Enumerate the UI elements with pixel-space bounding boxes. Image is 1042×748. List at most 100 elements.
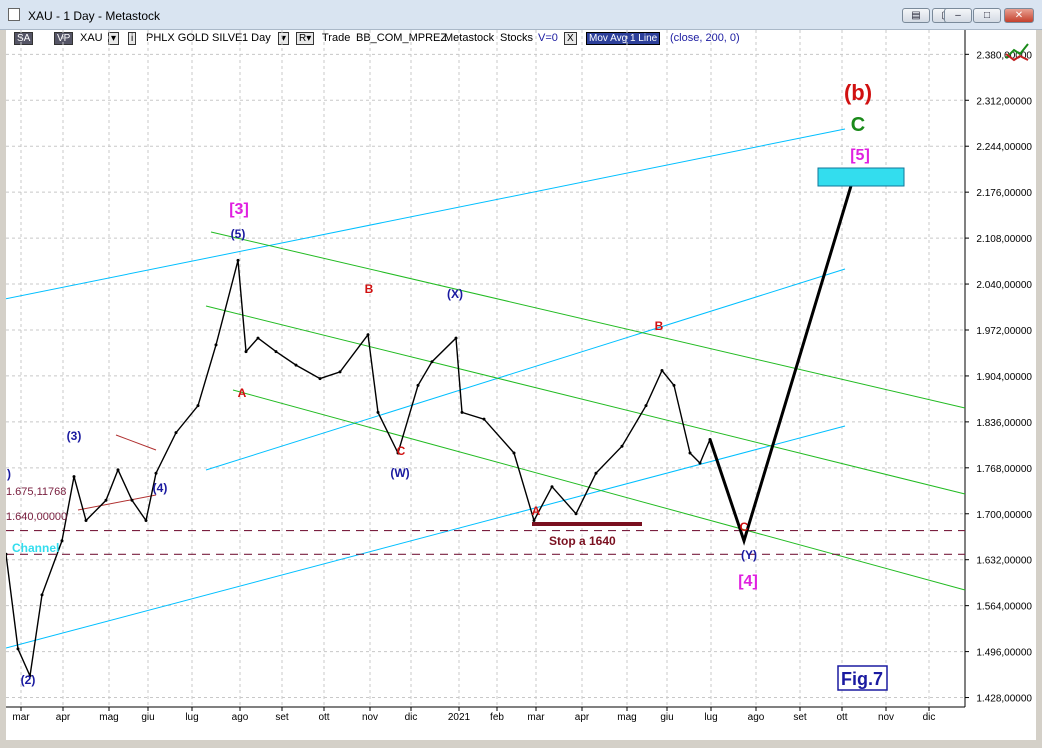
wave-label: B — [655, 319, 664, 333]
info-icon[interactable]: i — [128, 32, 137, 45]
y-tick-label: 2.380,00000 — [976, 50, 1032, 61]
x-tick-label: ago — [232, 712, 249, 723]
stop-label: Stop a 1640 — [549, 534, 616, 548]
x-tick-label: apr — [56, 712, 71, 723]
price-point — [460, 410, 464, 414]
price-chart: (b) C [5] [3] (5) (X) (W) (Y) [4] (3) (2) (4)) A B C A B… — [6, 30, 1036, 740]
green-channel-line — [232, 389, 966, 591]
price-point — [688, 451, 692, 455]
indicator-params: (close, 200, 0) — [670, 32, 740, 44]
price-point — [454, 336, 458, 340]
price-level-lines — [6, 434, 965, 555]
price-point — [482, 417, 486, 421]
wave-label: A — [532, 504, 541, 518]
price-point — [196, 404, 200, 408]
cyan-channel-line — [6, 128, 846, 300]
y-tick-label: 1.768,00000 — [976, 464, 1032, 475]
minimize-button[interactable]: – — [944, 8, 972, 23]
price-point — [174, 431, 178, 435]
price-point — [104, 498, 108, 502]
price-point — [318, 377, 322, 381]
price-point — [236, 258, 240, 262]
figure-label: Fig.7 — [841, 669, 883, 689]
wave-label: [5] — [850, 147, 870, 164]
wave-label: (2) — [21, 673, 36, 687]
y-tick-label: 2.312,00000 — [976, 96, 1032, 107]
title-bar: XAU - 1 Day - Metastock ▤ ▢ – □ ✕ — [0, 0, 1042, 30]
price-point — [512, 451, 516, 455]
x-tick-label: ott — [836, 712, 847, 723]
period-text[interactable]: 1 Day — [242, 32, 271, 44]
sa-button[interactable]: SA — [14, 32, 34, 45]
close-button[interactable]: ✕ — [1004, 8, 1034, 23]
price-point — [396, 451, 400, 455]
y-tick-label: 1.564,00000 — [976, 602, 1032, 613]
price-point — [16, 647, 20, 651]
symbol-text[interactable]: XAU — [80, 32, 103, 44]
price-point — [620, 444, 624, 448]
annotations: (b) C [5] [3] (5) (X) (W) (Y) [4] (3) (2) (4)) A B C A B… — [6, 80, 905, 691]
y-tick-label: 1.700,00000 — [976, 510, 1032, 521]
x-tick-label: nov — [878, 712, 894, 723]
x-tick-label: lug — [185, 712, 198, 723]
channel-lines — [6, 128, 966, 649]
restore-layout-button[interactable]: ▤ — [902, 8, 930, 23]
x-tick-label: mag — [617, 712, 636, 723]
price-point — [130, 498, 134, 502]
wave-label: C — [851, 114, 865, 136]
x-tick-label: apr — [575, 712, 590, 723]
price-level-label: 1.675,11768 — [6, 486, 66, 498]
x-axis: mar apr mag giu lug ago set ott nov dic 2021 feb mar… — [12, 707, 935, 723]
wave-label: [3] — [229, 201, 249, 218]
y-tick-label: 1.904,00000 — [976, 372, 1032, 383]
price-line — [6, 260, 711, 679]
trade-label[interactable]: Trade — [322, 32, 351, 44]
price-point — [40, 593, 44, 597]
x-tick-label: giu — [141, 712, 154, 723]
x-tick-label: set — [793, 712, 807, 723]
y-axis: 2.380,00000 2.312,00000 2.244,00000 2.176,0… — [965, 50, 1032, 705]
green-channel-line — [210, 231, 966, 409]
x-tick-label: mag — [99, 712, 118, 723]
source-label: Metastock — [444, 32, 495, 44]
remove-indicator-icon[interactable]: X — [564, 32, 577, 45]
period-dropdown-icon[interactable]: ▾ — [278, 32, 290, 45]
price-point — [6, 552, 8, 556]
wave-label: (W) — [390, 466, 409, 480]
price-point — [416, 383, 420, 387]
x-tick-label: dic — [923, 712, 936, 723]
price-series — [6, 175, 856, 679]
wave-label: (4) — [153, 481, 168, 495]
price-point — [338, 370, 342, 374]
price-point — [154, 471, 158, 475]
y-tick-label: 2.040,00000 — [976, 280, 1032, 291]
price-point — [60, 539, 64, 543]
y-tick-label: 1.496,00000 — [976, 648, 1032, 659]
broker-label[interactable]: BB_COM_MPREZ — [356, 32, 448, 44]
v-label: V=0 — [538, 32, 558, 44]
indicator-label[interactable]: Mov Avg 1 Line — [586, 32, 661, 45]
y-tick-label: 2.176,00000 — [976, 188, 1032, 199]
channel-label: Channel — [12, 541, 59, 555]
price-point — [532, 519, 536, 523]
wave-label: A — [238, 386, 247, 400]
price-point — [660, 369, 664, 373]
wave-label: (3) — [67, 429, 82, 443]
chart-toolbar: SA VP XAU ▾ i PHLX GOLD SILVE 1 Day ▾ R▾… — [6, 30, 966, 48]
price-point — [274, 350, 278, 354]
wave-label: C — [740, 520, 749, 534]
r-button[interactable]: R▾ — [296, 32, 315, 45]
chart-toggle-icon[interactable] — [1005, 43, 1029, 62]
security-name: PHLX GOLD SILVE — [146, 32, 243, 44]
vp-button[interactable]: VP — [54, 32, 74, 45]
y-tick-label: 1.428,00000 — [976, 694, 1032, 705]
x-tick-label: ago — [748, 712, 765, 723]
wave-label: (X) — [447, 287, 463, 301]
target-box — [817, 167, 905, 187]
y-tick-label: 2.244,00000 — [976, 142, 1032, 153]
figure-box — [837, 665, 888, 691]
chart-grid — [6, 30, 965, 707]
price-point — [28, 674, 32, 678]
maximize-button[interactable]: □ — [973, 8, 1001, 23]
wave-label: C — [397, 444, 406, 458]
